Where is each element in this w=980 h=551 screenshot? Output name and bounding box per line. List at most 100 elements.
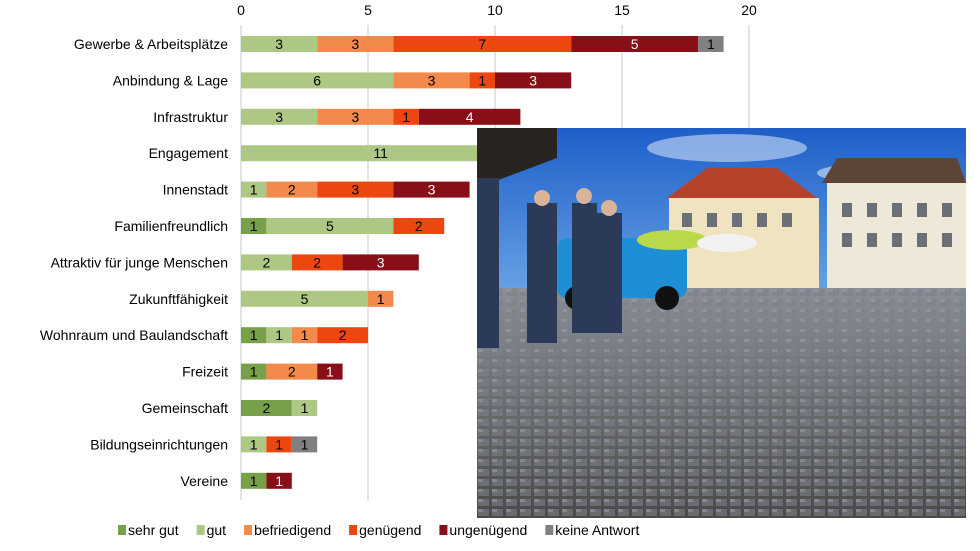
bar-segment [317,327,368,344]
data-label: 3 [428,182,436,198]
bar-segment [241,254,292,271]
x-tick-label: 0 [237,2,245,18]
bar-segment [266,327,292,344]
category-label: Bildungseinrichtungen [90,436,228,452]
bar-segment [241,436,267,453]
category-label: Attraktiv für junge Menschen [51,254,228,270]
legend-label: genügend [359,522,421,538]
legend-swatch [349,525,358,535]
bar-segment [241,363,267,380]
legend-swatch [118,525,126,535]
data-label: 3 [351,182,359,198]
category-label: Gewerbe & Arbeitsplätze [74,36,228,52]
data-label: 2 [313,254,321,270]
data-label: 3 [351,36,359,52]
bar-segment [393,72,470,89]
bar-segment [393,108,419,125]
bar-segment [241,36,318,52]
bar-segment [317,108,394,125]
legend-label: befriedigend [254,522,331,538]
category-label: Wohnraum und Baulandschaft [40,327,228,343]
data-label: 1 [250,182,258,198]
category-label: Innenstadt [163,182,228,198]
bar-segment [241,290,368,307]
data-label: 1 [275,436,283,452]
data-label: 3 [428,72,436,88]
data-label: 3 [351,109,359,125]
bar-segment [393,181,470,198]
data-label: 2 [288,364,296,380]
bar-segment [291,436,318,453]
bar-segment [241,181,267,198]
category-label: Freizeit [182,364,228,380]
x-tick-label: 10 [487,2,503,18]
bar-segment [241,218,267,234]
legend-swatch [439,525,448,535]
data-label: 1 [250,327,258,343]
data-label: 3 [377,254,385,270]
bar-segment [418,108,521,125]
data-label: 5 [301,291,309,307]
bar-segment [342,254,419,271]
category-label: Infrastruktur [153,109,228,125]
bar-segment [266,436,292,453]
data-label: 1 [250,364,258,380]
bar-segment [241,327,267,344]
market-square-photo [477,128,966,518]
bar-segment [241,400,292,416]
data-label: 1 [275,327,283,343]
bar-segment [266,218,394,234]
bar-segment [266,181,318,198]
bar-segment [291,400,318,416]
data-label: 3 [529,72,537,88]
data-label: 1 [250,218,258,234]
data-label: 6 [313,72,321,88]
bar-segment [241,72,394,89]
category-label: Engagement [149,145,229,161]
bar-segment [266,363,318,380]
legend-swatch [244,525,253,535]
bar-segment [317,363,343,380]
data-label: 1 [478,72,486,88]
bar-segment [495,72,572,89]
data-label: 5 [631,36,639,52]
data-label: 1 [402,109,410,125]
data-label: 3 [275,109,283,125]
bar-segment [469,72,495,89]
data-label: 4 [466,109,474,125]
bar-segment [291,327,318,344]
data-label: 7 [478,36,486,52]
data-label: 2 [415,218,423,234]
legend-label: gut [207,522,227,538]
x-tick-label: 15 [614,2,630,18]
data-label: 11 [373,145,388,161]
data-label: 1 [301,327,309,343]
bar-segment [241,472,267,489]
data-label: 1 [275,473,283,489]
category-label: Familienfreundlich [114,218,228,234]
bar-segment [241,145,521,162]
legend-swatch [196,525,205,535]
data-label: 1 [250,436,258,452]
data-label: 2 [339,327,347,343]
category-label: Gemeinschaft [142,400,228,416]
bar-segment [571,36,699,52]
data-label: 1 [301,400,309,416]
legend-label: keine Antwort [555,522,639,538]
bar-segment [266,472,292,489]
x-tick-label: 20 [741,2,757,18]
x-tick-label: 5 [364,2,372,18]
data-label: 1 [301,436,309,452]
legend-label: ungenügend [449,522,527,538]
bar-segment [241,108,318,125]
category-label: Vereine [181,473,229,489]
bar-segment [291,254,343,271]
data-label: 1 [326,364,334,380]
legend-swatch [545,525,554,535]
bar-segment [368,290,394,307]
category-label: Zukunftfähigkeit [129,291,228,307]
data-label: 1 [707,36,715,52]
data-label: 1 [250,473,258,489]
